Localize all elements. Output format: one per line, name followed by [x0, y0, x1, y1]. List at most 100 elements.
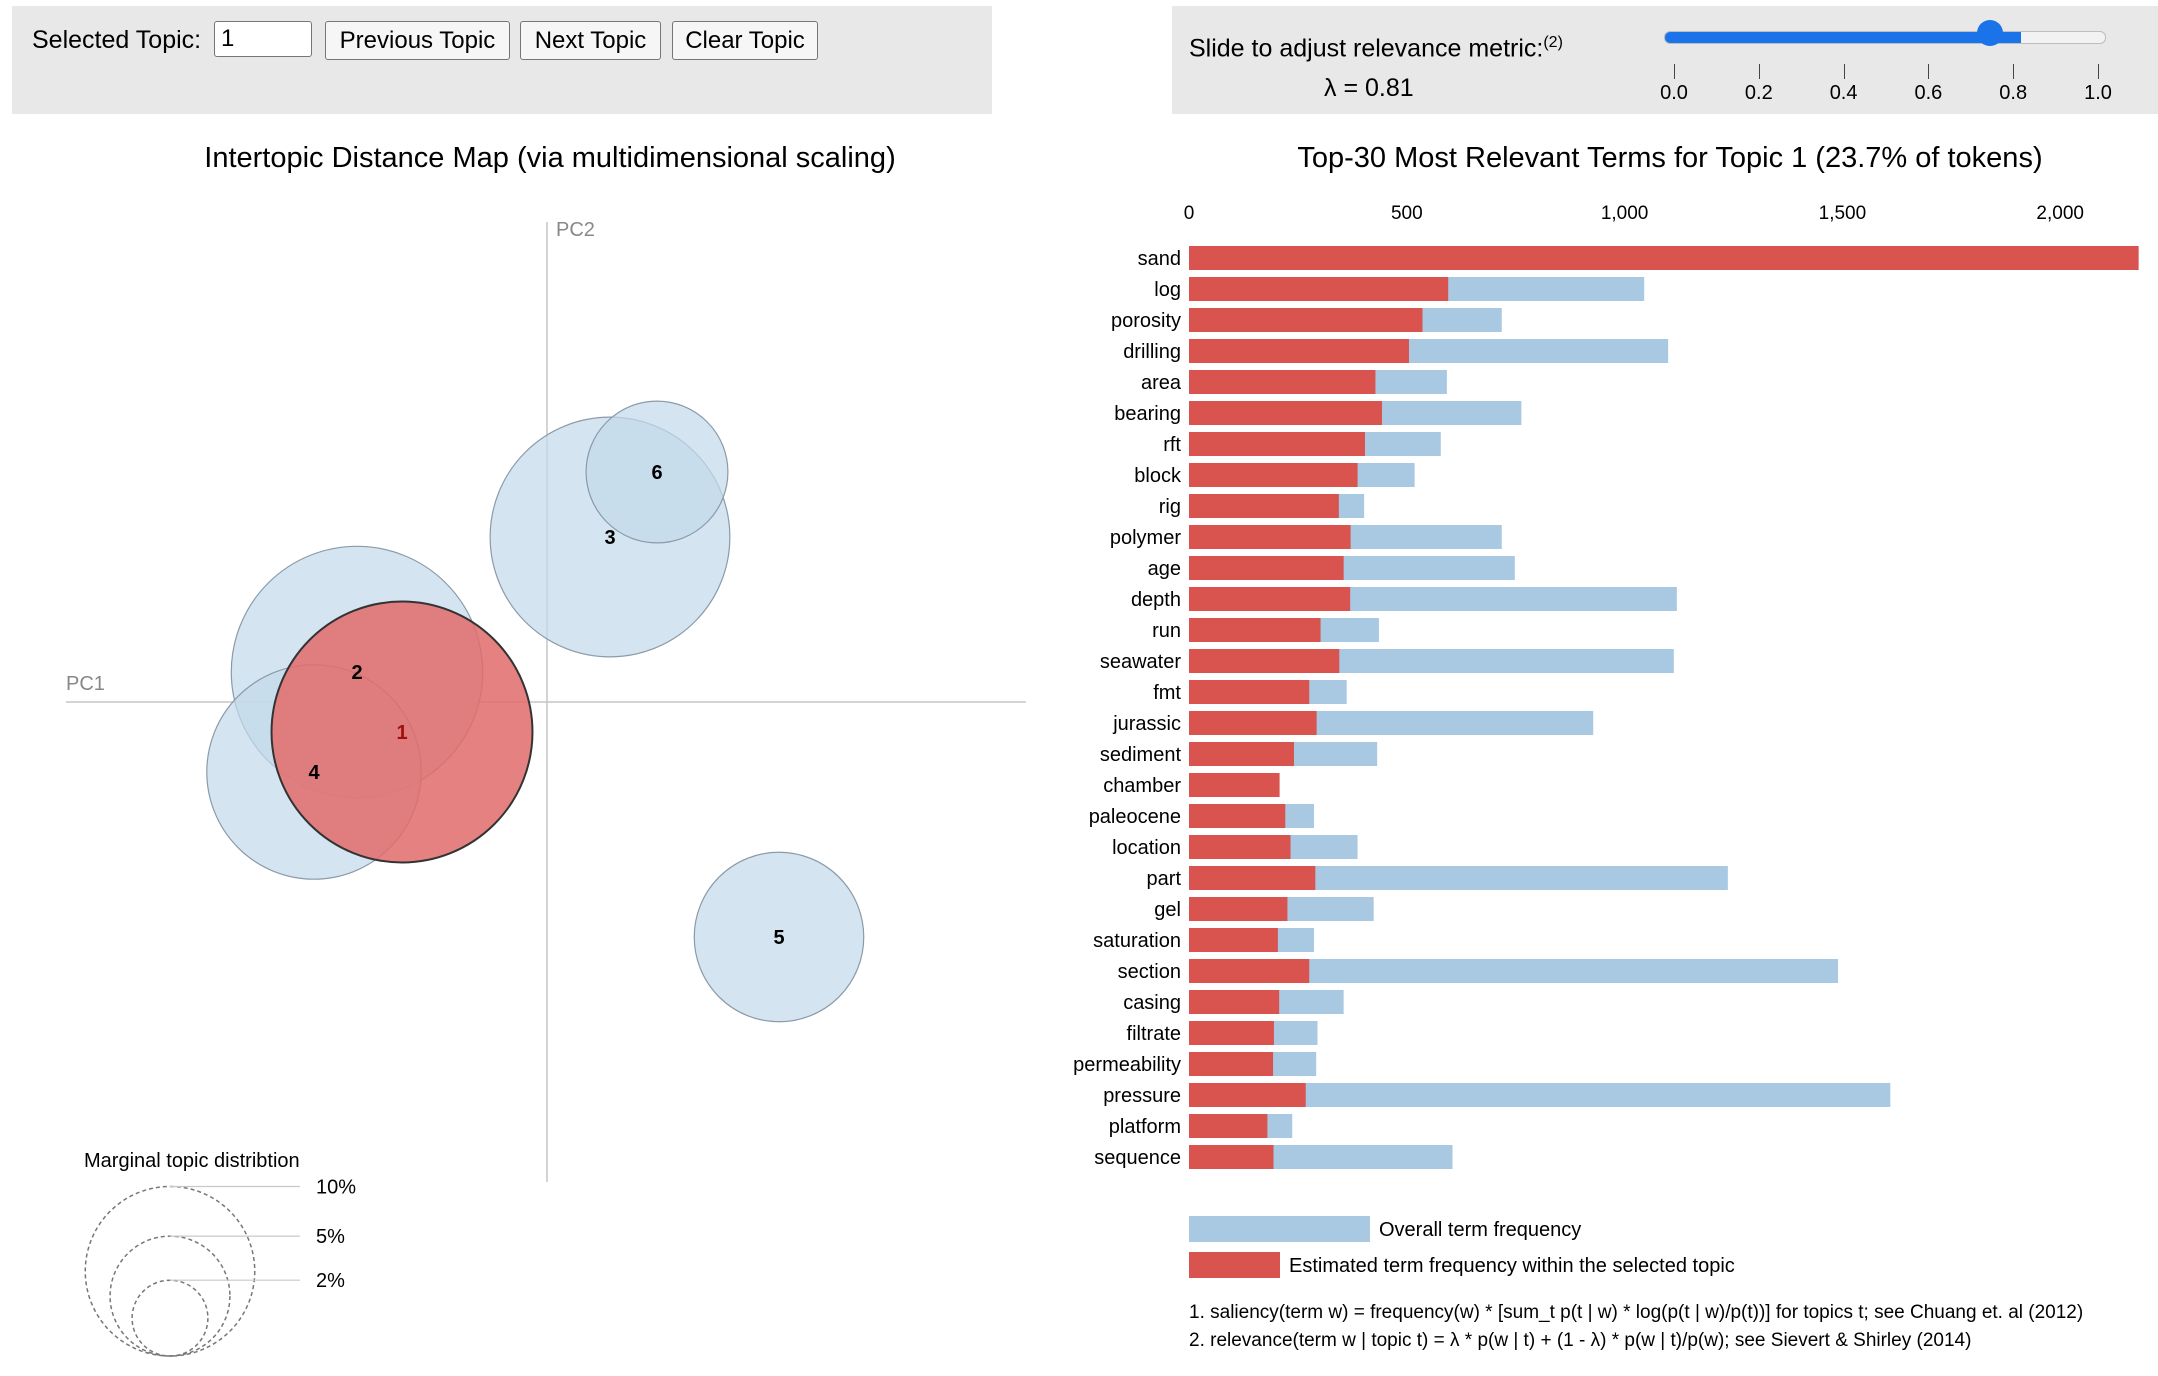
- term-label: permeability: [1073, 1054, 1181, 1076]
- term-label: polymer: [1110, 527, 1181, 549]
- legend-overall-swatch: [1189, 1216, 1370, 1242]
- topic-circle-label: 4: [308, 762, 320, 784]
- topic-frequency-bar: [1189, 587, 1351, 611]
- x-tick-label: 1,000: [1601, 203, 1649, 224]
- topic-frequency-bar: [1189, 1052, 1274, 1076]
- legend-estimated-swatch: [1189, 1252, 1280, 1278]
- slider-tick: [1674, 64, 1675, 79]
- topic-frequency-bar: [1189, 1114, 1268, 1138]
- term-label: age: [1148, 558, 1181, 580]
- clear-topic-button[interactable]: Clear Topic: [672, 21, 818, 60]
- topic-frequency-bar: [1189, 835, 1291, 859]
- topic-frequency-bar: [1189, 649, 1340, 673]
- slider-footnote-ref: (2): [1543, 34, 1563, 51]
- term-label: platform: [1109, 1116, 1181, 1138]
- previous-topic-button[interactable]: Previous Topic: [325, 21, 510, 60]
- slider-tick-label: 0.2: [1744, 82, 1773, 104]
- topic-frequency-bar: [1189, 1021, 1274, 1045]
- topic-circle-label: 6: [651, 462, 662, 484]
- term-label: saturation: [1093, 930, 1181, 952]
- topic-frequency-bar: [1189, 494, 1339, 518]
- term-label: rft: [1163, 434, 1181, 456]
- slider-tick-label: 0.0: [1660, 82, 1688, 104]
- pc2-axis-label: PC2: [556, 219, 595, 241]
- term-label: chamber: [1103, 775, 1181, 797]
- lambda-slider-thumb[interactable]: [1977, 20, 2004, 46]
- topic-frequency-bar: [1189, 959, 1310, 983]
- term-label: block: [1134, 465, 1182, 487]
- term-label: location: [1112, 837, 1181, 859]
- topic-control-panel: Selected Topic: Previous Topic Next Topi…: [12, 6, 992, 114]
- legend-overall-label: Overall term frequency: [1379, 1219, 1581, 1241]
- marginal-legend-label: 5%: [316, 1226, 345, 1248]
- legend-estimated-label: Estimated term frequency within the sele…: [1289, 1255, 1735, 1277]
- topic-frequency-bar: [1189, 463, 1358, 487]
- x-tick-label: 1,500: [1819, 203, 1867, 224]
- topic-circle-label: 1: [396, 722, 407, 744]
- topic-frequency-bar: [1189, 680, 1310, 704]
- topic-circle-label: 5: [773, 927, 784, 949]
- term-label: gel: [1154, 899, 1181, 921]
- topic-circle-5: [693, 851, 865, 1023]
- topic-circle-6: [585, 400, 729, 544]
- marginal-legend-circle: [84, 1185, 256, 1357]
- term-label: part: [1147, 868, 1182, 890]
- selected-topic-input[interactable]: [214, 21, 312, 57]
- topic-frequency-bar: [1189, 742, 1294, 766]
- term-label: section: [1118, 961, 1181, 983]
- relevance-slider-panel: Slide to adjust relevance metric:(2) λ =…: [1172, 6, 2158, 114]
- slider-tick: [1928, 64, 1930, 79]
- topic-circle-1: [270, 600, 534, 864]
- slider-tick: [1843, 64, 1845, 79]
- slider-tick-label: 0.4: [1829, 82, 1858, 104]
- slider-tick: [2013, 64, 2015, 79]
- topic-frequency-bar: [1189, 339, 1409, 363]
- lambda-slider-fill: [1665, 32, 2022, 43]
- slider-tick-label: 0.8: [1999, 82, 2028, 104]
- term-label: area: [1141, 372, 1182, 394]
- topic-circle-label: 3: [604, 527, 615, 549]
- topic-frequency-bar: [1189, 897, 1288, 921]
- lambda-value: λ = 0.81: [1324, 74, 1414, 102]
- x-tick-label: 0: [1184, 203, 1195, 224]
- term-label: seawater: [1100, 651, 1181, 673]
- topic-frequency-bar: [1189, 525, 1351, 549]
- term-label: sediment: [1100, 744, 1182, 766]
- topic-frequency-bar: [1189, 246, 2139, 270]
- slider-tick: [2098, 64, 2099, 79]
- slider-tick: [1758, 64, 1760, 79]
- slider-label-text: Slide to adjust relevance metric:: [1189, 34, 1544, 63]
- term-label: sequence: [1094, 1147, 1181, 1169]
- term-label: log: [1154, 279, 1181, 301]
- term-label: sand: [1138, 248, 1181, 270]
- intertopic-map-title: Intertopic Distance Map (via multidimens…: [204, 142, 896, 174]
- term-label: jurassic: [1112, 713, 1181, 735]
- topic-frequency-bar: [1189, 804, 1286, 828]
- footnote-saliency: 1. saliency(term w) = frequency(w) * [su…: [1189, 1302, 2083, 1323]
- topic-frequency-bar: [1189, 308, 1423, 332]
- topic-frequency-bar: [1189, 928, 1278, 952]
- selected-topic-label: Selected Topic:: [32, 26, 202, 54]
- term-label: fmt: [1153, 682, 1181, 704]
- term-label: bearing: [1114, 403, 1181, 425]
- topic-frequency-bar: [1189, 401, 1382, 425]
- term-label: pressure: [1103, 1085, 1181, 1107]
- topic-frequency-bar: [1189, 866, 1316, 890]
- term-label: depth: [1131, 589, 1181, 611]
- topic-frequency-bar: [1189, 618, 1321, 642]
- x-tick-label: 500: [1391, 203, 1423, 224]
- next-topic-button[interactable]: Next Topic: [520, 21, 661, 60]
- topic-frequency-bar: [1189, 432, 1365, 456]
- terms-chart-title: Top-30 Most Relevant Terms for Topic 1 (…: [1297, 142, 2043, 174]
- intertopic-distance-map: PC1 PC2 1 2 3 4 5 6 Marginal topic distribtion 10…: [66, 219, 1026, 1357]
- topic-frequency-bar: [1189, 370, 1376, 394]
- slider-tick-label: 0.6: [1914, 82, 1943, 104]
- topic-frequency-bar: [1189, 1145, 1274, 1169]
- pc1-axis-label: PC1: [66, 673, 105, 695]
- term-label: rig: [1159, 496, 1181, 518]
- x-tick-label: 2,000: [2036, 203, 2084, 224]
- topic-frequency-bar: [1189, 711, 1317, 735]
- marginal-legend-label: 2%: [316, 1270, 345, 1292]
- term-label: paleocene: [1089, 806, 1181, 828]
